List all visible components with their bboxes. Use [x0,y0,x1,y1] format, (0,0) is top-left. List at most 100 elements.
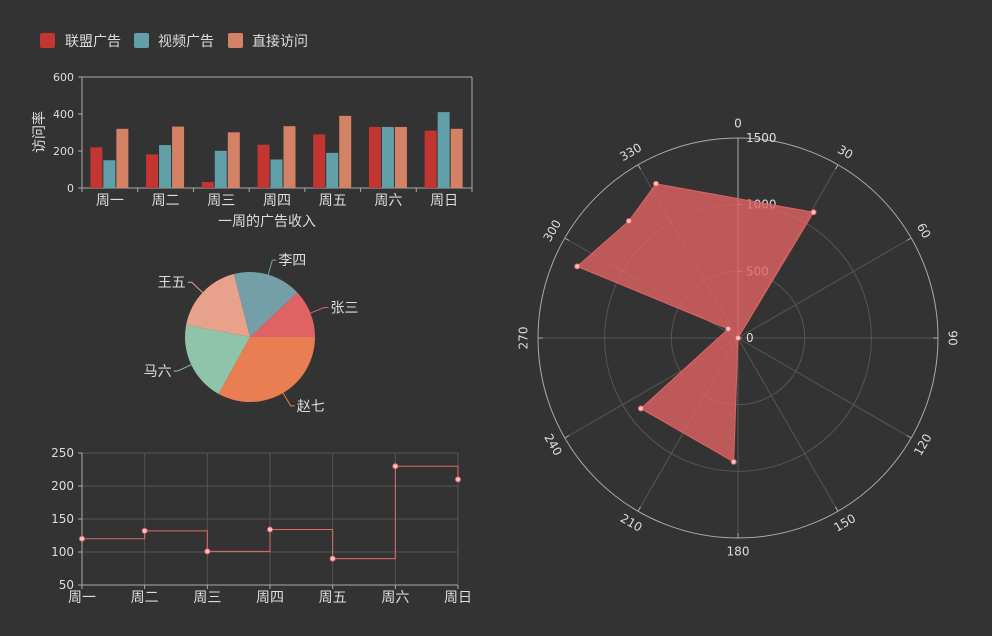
legend[interactable]: 联盟广告 视频广告 直接访问 [40,33,308,50]
data-point [637,405,644,412]
x-tick-label: 周五 [319,590,347,606]
pie-slice [233,272,298,337]
bar [227,132,240,188]
pie-label: 李四 [278,253,306,269]
angle-tick-label: 270 [517,327,531,350]
bar [116,128,129,188]
bar [103,160,116,188]
angle-tick [637,164,641,170]
y-axis-title: 访问率 [31,111,48,153]
pie-label-line [282,392,295,407]
data-point [725,325,732,332]
x-tick-label: 周日 [444,590,472,606]
x-tick-label: 周六 [374,193,402,209]
radius-tick-label: 1500 [746,131,777,145]
y-tick-label: 150 [51,512,74,526]
data-point [574,263,581,270]
angle-tick [906,237,912,241]
angle-tick-label: 30 [835,142,855,162]
x-tick-label: 周四 [256,590,284,606]
angle-tick-label: 180 [727,545,750,559]
legend-item[interactable]: 联盟广告 [40,33,121,50]
data-point [267,526,273,533]
x-tick-label: 周二 [152,193,180,209]
pie-label: 王五 [158,275,186,291]
pie-label-line [310,307,329,314]
data-point [455,476,461,483]
data-point [79,535,85,542]
data-point [730,458,737,465]
bar [339,115,352,188]
x-tick-label: 周六 [381,590,409,606]
x-tick-label: 周日 [430,193,458,209]
x-tick-label: 周四 [263,193,291,209]
x-tick-label: 周一 [96,193,124,209]
angle-tick-label: 300 [540,217,564,244]
pie-slice [218,337,315,402]
pie-label: 张三 [330,301,358,317]
x-tick-label: 周三 [193,590,221,606]
polar-area [576,183,815,463]
step-line-chart: 50 100 150 200 250 周一 周二 周三 周四 周五 周六 周日 [51,446,472,606]
angle-tick-label: 90 [946,330,960,345]
y-tick-label: 50 [59,578,74,592]
x-tick-label: 周三 [207,193,235,209]
bar [437,112,450,188]
bar [146,154,159,188]
legend-swatch [228,33,243,48]
bar [394,126,407,188]
bar [159,145,172,188]
angle-tick-label: 120 [911,431,935,458]
bar [214,150,227,188]
legend-swatch [134,33,149,48]
bar [313,134,326,188]
polar-chart: 0306090120150180210240270300330050010001… [517,117,960,559]
bar [257,144,270,188]
angle-tick-label: 60 [914,221,934,241]
radius-tick-label: 0 [746,331,754,345]
pie-slice [184,324,250,394]
y-tick-label: 100 [51,545,74,559]
data-point [141,527,148,534]
pie-slice [250,292,315,337]
pie-label-line [267,259,277,275]
angle-tick [906,435,912,439]
legend-label: 视频广告 [158,34,214,50]
legend-swatch [40,33,55,48]
data-point [204,548,211,555]
bar [368,126,381,188]
bar [90,147,103,188]
y-tick-label: 0 [67,182,74,195]
bar [201,182,214,188]
x-tick-label: 周二 [131,590,159,606]
angle-tick-label: 210 [618,511,645,535]
x-tick-label: 周五 [319,193,347,209]
x-tick-label: 周一 [68,590,96,606]
bar [283,126,296,188]
legend-label: 联盟广告 [65,34,121,50]
angle-tick [564,435,570,439]
legend-item[interactable]: 直接访问 [228,33,308,50]
legend-label: 直接访问 [252,33,308,50]
y-tick-label: 200 [51,479,74,493]
bar [326,152,339,188]
y-tick-label: 200 [53,145,74,158]
pie-slice [186,274,250,337]
bar [424,130,437,188]
pie-label: 马六 [144,364,172,380]
bar [381,126,394,188]
angle-tick [835,164,839,170]
pie-label-line [173,364,192,372]
data-point [652,180,659,187]
data-point [329,555,336,562]
angle-gridline [737,337,839,512]
angle-gridline [737,237,912,339]
pie-label: 赵七 [297,399,325,415]
data-point [625,217,632,224]
angle-tick-label: 330 [617,140,644,164]
legend-item[interactable]: 视频广告 [134,33,214,50]
x-axis-title: 一周的广告收入 [218,214,316,230]
